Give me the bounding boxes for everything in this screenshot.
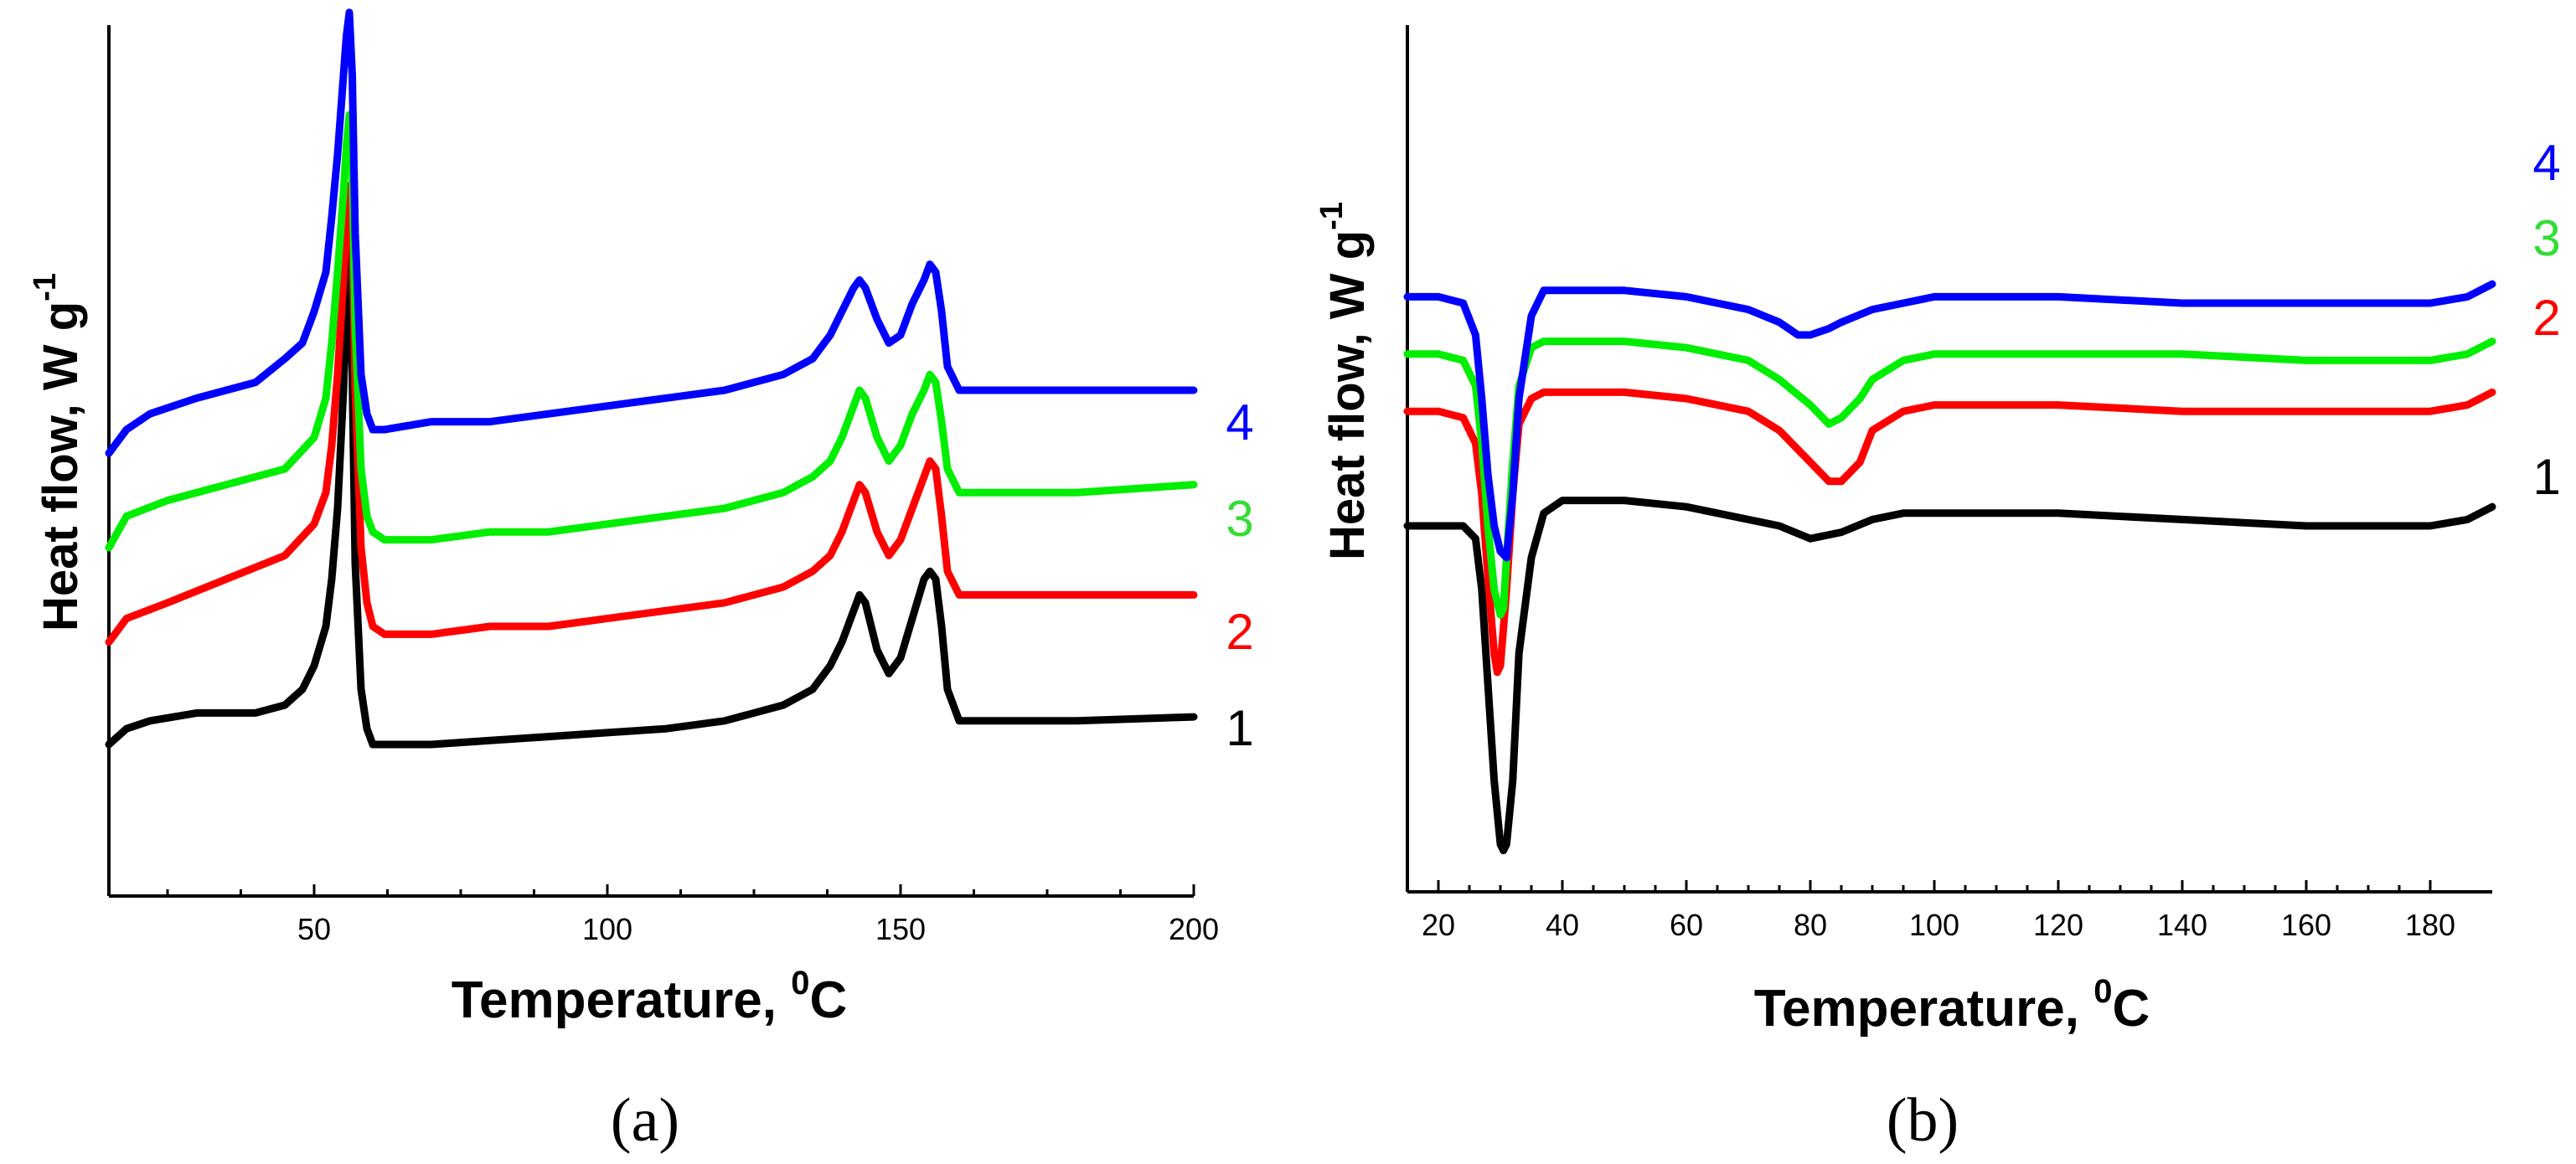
series-1-line [105, 245, 1198, 749]
x-tick-label: 200 [1169, 912, 1219, 946]
series-3-line [105, 111, 1198, 552]
series-2-label: 2 [1226, 604, 1253, 660]
x-tick-label: 100 [1909, 908, 1959, 942]
series-2-line [1403, 388, 2496, 677]
x-tick-label: 150 [875, 912, 926, 946]
x-tick-label: 60 [1670, 908, 1703, 942]
series-4-label: 4 [1226, 394, 1253, 451]
panel-b-x-axis-label: Temperature, 0C [1754, 973, 2150, 1038]
series-4-line [105, 8, 1198, 457]
panel-a-y-axis-label: Heat flow, W g-1 [28, 273, 88, 631]
x-tick-label: 140 [2157, 908, 2207, 942]
x-tick-label: 40 [1546, 908, 1579, 942]
series-2-line [105, 182, 1198, 646]
x-tick-label: 100 [582, 912, 632, 946]
series-1-label: 1 [1226, 700, 1253, 756]
x-tick-label: 80 [1794, 908, 1827, 942]
panel-a-caption: (a) [611, 1086, 679, 1155]
series-1-line [1403, 497, 2496, 855]
panel-a-curves [105, 8, 1198, 749]
panel-b: 20 40 60 80 100 120 140 160 180 1 2 3 4 Temperature… [1314, 25, 2561, 1155]
panel-a: 50 100 150 200 1 2 3 4 Temperature, 0C Heat fl… [28, 8, 1254, 1155]
series-3-label: 3 [1226, 491, 1253, 547]
panel-b-y-axis-label: Heat flow, W g-1 [1314, 202, 1375, 560]
panel-b-x-ticks: 20 40 60 80 100 120 140 160 180 [1422, 880, 2455, 942]
panel-a-x-ticks: 50 100 150 200 [166, 884, 1219, 946]
x-tick-label: 180 [2405, 908, 2455, 942]
series-4-label: 4 [2532, 135, 2560, 191]
panel-b-series-labels: 1 2 3 4 [2532, 135, 2560, 505]
x-tick-label: 50 [297, 912, 331, 946]
panel-b-curves [1403, 280, 2496, 855]
series-2-label: 2 [2532, 290, 2560, 346]
series-3-label: 3 [2532, 210, 2560, 266]
panel-b-caption: (b) [1887, 1086, 1959, 1155]
x-tick-label: 160 [2281, 908, 2331, 942]
series-1-label: 1 [2532, 449, 2560, 505]
panel-a-series-labels: 1 2 3 4 [1226, 394, 1253, 756]
x-tick-label: 20 [1422, 908, 1455, 942]
panel-a-x-axis-label: Temperature, 0C [452, 965, 847, 1029]
x-tick-label: 120 [2033, 908, 2083, 942]
series-3-line [1403, 337, 2496, 619]
series-4-line [1403, 280, 2496, 562]
